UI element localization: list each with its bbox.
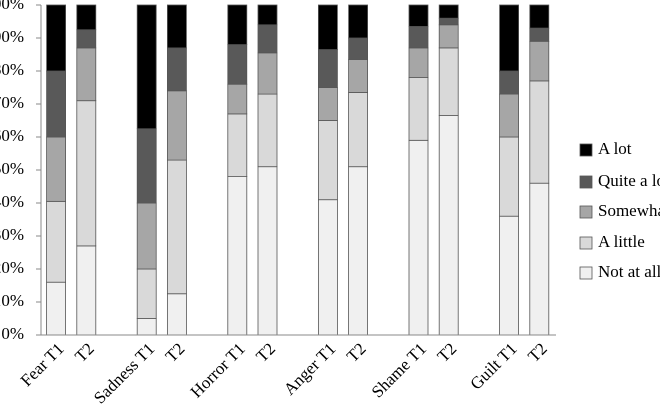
bar-segment bbox=[166, 4, 187, 49]
legend-swatch bbox=[579, 143, 593, 157]
x-tick-label: Shame T1 bbox=[368, 339, 430, 401]
x-tick-label: Anger T1 bbox=[280, 339, 340, 399]
bar-segment bbox=[166, 159, 187, 295]
bar-segment bbox=[257, 166, 278, 336]
x-tick-label: T2 bbox=[162, 339, 189, 366]
bar-segment bbox=[317, 49, 338, 88]
bar-segment bbox=[499, 93, 520, 138]
bar-segment bbox=[317, 199, 338, 336]
legend-label: A lot bbox=[598, 139, 632, 158]
bar-segment bbox=[529, 40, 550, 82]
bar-segment bbox=[76, 29, 97, 49]
bar-segment bbox=[257, 93, 278, 168]
bar-segment bbox=[317, 4, 338, 50]
bar-segment bbox=[499, 4, 520, 72]
bar-segment bbox=[136, 202, 157, 270]
bar-segment bbox=[76, 47, 97, 102]
bar-segment bbox=[166, 90, 187, 161]
bar-segment bbox=[348, 59, 369, 93]
legend-label: Somewhat bbox=[598, 201, 660, 220]
y-tick-label: 50% bbox=[0, 159, 24, 178]
bar-segment bbox=[317, 87, 338, 121]
legend-swatch bbox=[579, 266, 593, 280]
y-tick-label: 10% bbox=[0, 291, 24, 310]
y-tick-label: 40% bbox=[0, 192, 24, 211]
x-tick-label: T2 bbox=[343, 339, 370, 366]
y-tick-label: 70% bbox=[0, 93, 24, 112]
bar-segment bbox=[348, 4, 369, 39]
bar-segment bbox=[499, 215, 520, 336]
y-tick-label: 80% bbox=[0, 60, 24, 79]
bar-segment bbox=[317, 120, 338, 201]
legend-label: Quite a lot bbox=[598, 171, 660, 190]
bar-segment bbox=[227, 176, 248, 336]
bar-segment bbox=[529, 182, 550, 336]
x-tick-label: T2 bbox=[252, 339, 279, 366]
bar-segment bbox=[46, 200, 66, 283]
bar-segment bbox=[136, 4, 157, 130]
bar-segment bbox=[227, 4, 248, 45]
bar-segment bbox=[227, 83, 248, 115]
legend-label: Not at all bbox=[598, 262, 660, 281]
legend-swatch bbox=[579, 236, 593, 250]
bar-segment bbox=[438, 47, 459, 116]
bar-segment bbox=[438, 17, 459, 26]
bar-segment bbox=[257, 24, 278, 54]
bar-segment bbox=[76, 245, 97, 336]
x-tick-label: T2 bbox=[524, 339, 551, 366]
bar-segment bbox=[408, 26, 429, 49]
bar-segment bbox=[257, 4, 278, 26]
bar-segment bbox=[529, 27, 550, 42]
bar-segment bbox=[348, 37, 369, 60]
x-tick-label: Guilt T1 bbox=[466, 339, 520, 393]
x-tick-label: Fear T1 bbox=[17, 339, 68, 390]
bar-segment bbox=[408, 77, 429, 141]
y-tick-label: 30% bbox=[0, 225, 24, 244]
bar-segment bbox=[136, 128, 157, 204]
bar-segment bbox=[408, 4, 429, 27]
bar-segment bbox=[408, 139, 429, 336]
bar-segment bbox=[136, 268, 157, 319]
legend-label: A little bbox=[598, 232, 645, 251]
bar-segment bbox=[348, 166, 369, 336]
bar-segment bbox=[499, 136, 520, 217]
x-tick-label: Horror T1 bbox=[187, 339, 249, 401]
y-tick-label: 60% bbox=[0, 126, 24, 145]
bar-segment bbox=[46, 136, 66, 202]
bar-segment bbox=[529, 4, 550, 29]
y-tick-label: 100% bbox=[0, 0, 24, 13]
x-tick-label: T2 bbox=[71, 339, 98, 366]
bar-segment bbox=[76, 4, 97, 31]
x-tick-label: T2 bbox=[433, 339, 460, 366]
bar-segment bbox=[257, 52, 278, 95]
bar-segment bbox=[46, 281, 66, 336]
bar-segment bbox=[227, 44, 248, 85]
bar-segment bbox=[166, 47, 187, 92]
bar-segment bbox=[529, 80, 550, 184]
y-tick-label: 20% bbox=[0, 258, 24, 277]
legend-swatch bbox=[579, 205, 593, 219]
bar-segment bbox=[46, 70, 66, 138]
bar-segment bbox=[408, 47, 429, 79]
bar-segment bbox=[348, 92, 369, 168]
bar-segment bbox=[438, 4, 459, 19]
bar-segment bbox=[46, 4, 66, 72]
bar-segment bbox=[136, 318, 157, 336]
bar-segment bbox=[438, 115, 459, 336]
x-tick-label: Sadness T1 bbox=[90, 339, 158, 407]
legend-swatch bbox=[579, 175, 593, 189]
bar-segment bbox=[438, 24, 459, 49]
bar-segment bbox=[499, 70, 520, 95]
bar-segment bbox=[166, 293, 187, 336]
bar-segment bbox=[76, 100, 97, 247]
y-tick-label: 90% bbox=[0, 27, 24, 46]
bar-segment bbox=[227, 113, 248, 178]
y-tick-label: 0% bbox=[1, 324, 24, 343]
